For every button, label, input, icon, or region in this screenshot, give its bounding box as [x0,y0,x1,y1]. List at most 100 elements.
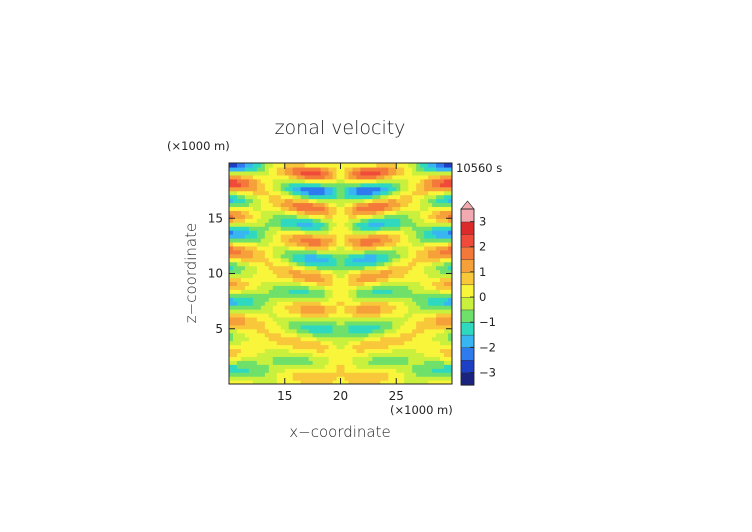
heatmap-cell [229,174,234,180]
heatmap-cell [436,356,441,361]
heatmap-cell [364,210,369,215]
heatmap-cell [404,281,409,286]
heatmap-cell [284,316,290,322]
heatmap-cell [384,257,389,263]
heatmap-cell [352,277,358,282]
heatmap-cell [360,380,365,384]
heatmap-cell [260,344,266,350]
heatmap-cell [312,163,318,168]
heatmap-cell [272,206,278,211]
heatmap-cell [384,269,389,275]
heatmap-cell [268,328,274,334]
heatmap-cell [396,376,401,381]
heatmap-cell [376,285,381,290]
heatmap-cell [268,360,274,365]
heatmap-cell [292,249,298,255]
heatmap-cell [308,210,314,215]
heatmap-cell [296,245,302,251]
heatmap-cell [368,226,373,231]
heatmap-cell [252,206,258,211]
heatmap-cell [424,320,429,326]
heatmap-cell [248,336,254,342]
heatmap-cell [288,305,294,310]
heatmap-cell [348,332,354,338]
heatmap-cell [308,289,314,294]
heatmap-cell [268,376,274,381]
heatmap-cell [356,328,362,334]
heatmap-cell [272,230,278,235]
heatmap-cell [344,273,350,279]
heatmap-cell [376,230,381,235]
heatmap-cell [308,309,314,314]
heatmap-cell [348,174,354,180]
heatmap-cell [312,218,318,223]
heatmap-cell [384,182,389,188]
heatmap-cell [272,340,278,346]
heatmap-cell [264,194,270,200]
heatmap-cell [280,226,286,231]
heatmap-cell [420,328,425,334]
heatmap-cell [244,289,250,294]
heatmap-cell [300,186,306,192]
heatmap-cell [428,320,433,326]
heatmap-cell [428,372,433,377]
heatmap-cell [312,324,318,330]
heatmap-cell [268,261,274,267]
heatmap-cell [324,178,330,184]
heatmap-cell [292,380,298,384]
heatmap-cell [448,257,452,263]
heatmap-cell [229,249,234,255]
heatmap-cell [324,309,330,314]
heatmap-cell [236,163,242,168]
heatmap-cell [428,340,433,346]
heatmap-cell [240,210,246,215]
heatmap-cell [304,170,310,176]
heatmap-cell [436,368,441,373]
heatmap-cell [352,170,358,176]
heatmap-cell [252,245,258,251]
heatmap-cell [328,190,334,196]
heatmap-cell [360,166,365,172]
heatmap-cell [344,360,350,365]
heatmap-cell [312,305,318,310]
heatmap-cell [292,230,298,235]
heatmap-cell [340,210,346,215]
heatmap-cell [280,186,286,192]
heatmap-cell [356,324,362,330]
heatmap-cell [404,245,409,251]
heatmap-cell [244,257,250,263]
heatmap-cell [296,273,302,279]
heatmap-cell [404,222,409,227]
heatmap-cell [368,273,373,279]
heatmap-cell [236,210,242,215]
heatmap-cell [448,281,452,286]
heatmap-cell [408,348,413,354]
heatmap-cell [380,261,385,267]
heatmap-cell [416,281,421,286]
heatmap-cell [436,186,441,192]
heatmap-cell [240,222,246,227]
heatmap-cell [368,253,373,259]
heatmap-cell [256,249,262,255]
heatmap-cell [256,285,262,290]
heatmap-cell [316,170,322,176]
heatmap-cell [244,281,250,286]
heatmap-cell [364,265,369,271]
heatmap-cell [392,324,397,330]
heatmap-cell [280,305,286,310]
heatmap-cell [236,356,242,361]
heatmap-cell [268,277,274,282]
heatmap-cell [280,265,286,271]
heatmap-cell [240,356,246,361]
colorbar-swatch [460,271,475,286]
heatmap-cell [240,166,246,172]
heatmap-cell [240,285,246,290]
heatmap-cell [312,230,318,235]
heatmap-cell [404,348,409,354]
heatmap-cell [288,360,294,365]
heatmap-cell [304,312,310,318]
heatmap-cell [292,352,298,357]
heatmap-cell [368,237,373,243]
heatmap-cell [436,297,441,302]
heatmap-cell [292,332,298,338]
